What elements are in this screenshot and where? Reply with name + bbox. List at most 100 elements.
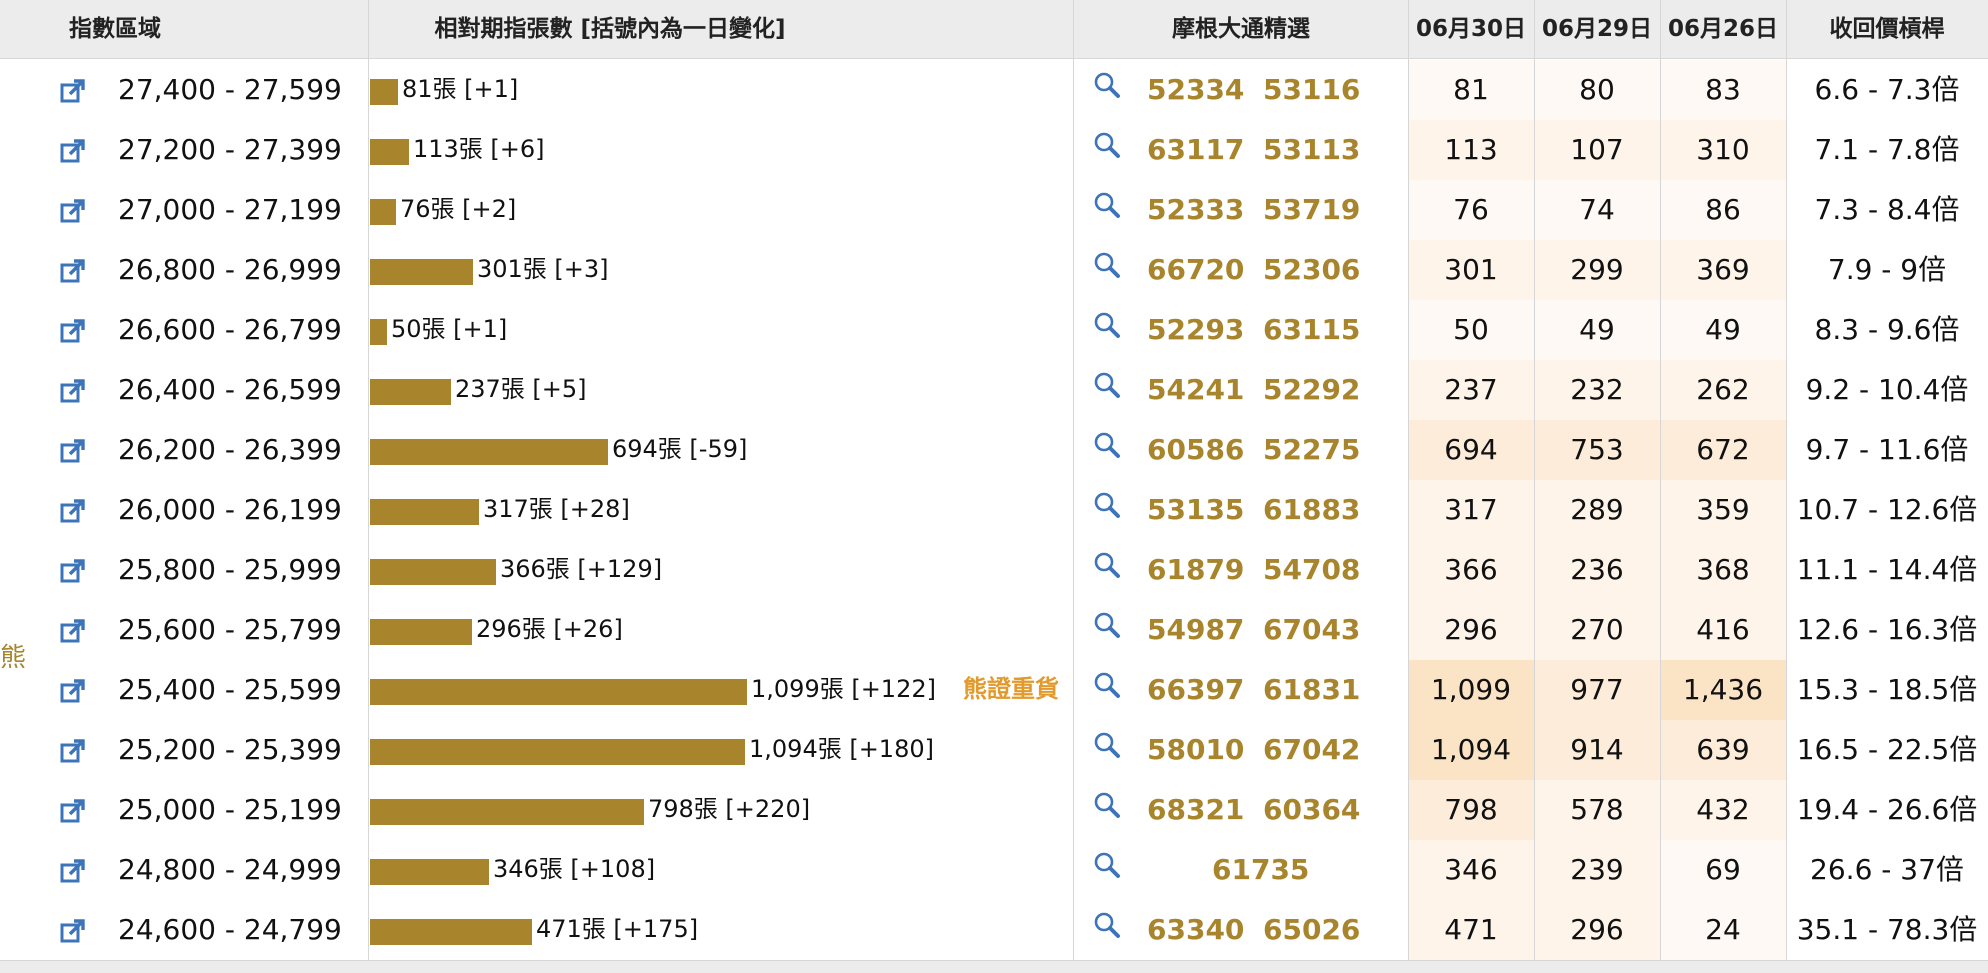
column-divider xyxy=(1408,0,1409,960)
cell-shade xyxy=(1660,360,1786,420)
search-icon[interactable] xyxy=(1091,670,1123,702)
search-icon[interactable] xyxy=(1091,790,1123,822)
contracts-bar xyxy=(370,79,398,105)
search-icon[interactable] xyxy=(1091,250,1123,282)
index-range: 27,200 - 27,399 xyxy=(118,133,342,166)
warrant-code-link[interactable]: 52333 xyxy=(1147,193,1245,226)
contracts-bar xyxy=(370,799,644,825)
search-icon[interactable] xyxy=(1091,730,1123,762)
index-range: 25,000 - 25,199 xyxy=(118,793,342,826)
warrant-code-link[interactable]: 52292 xyxy=(1263,373,1361,406)
warrant-code-link[interactable]: 58010 xyxy=(1147,733,1245,766)
warrant-code-link[interactable]: 52334 xyxy=(1147,73,1245,106)
table-row: 26,200 - 26,399 694張 [-59] 60586 52275 694 75… xyxy=(0,420,1988,480)
external-link-icon[interactable] xyxy=(60,78,86,104)
date-count-3: 262 xyxy=(1696,373,1750,406)
external-link-icon[interactable] xyxy=(60,198,86,224)
leverage-range: 7.1 - 7.8倍 xyxy=(1814,133,1960,166)
date-count-3: 639 xyxy=(1696,733,1750,766)
search-icon[interactable] xyxy=(1091,610,1123,642)
external-link-icon[interactable] xyxy=(60,798,86,824)
search-icon[interactable] xyxy=(1091,490,1123,522)
contracts-bar xyxy=(370,199,396,225)
search-icon[interactable] xyxy=(1091,190,1123,222)
external-link-icon[interactable] xyxy=(60,438,86,464)
warrant-code-link[interactable]: 52306 xyxy=(1263,253,1361,286)
external-link-icon[interactable] xyxy=(60,498,86,524)
column-divider xyxy=(1786,0,1787,960)
warrant-code-link[interactable]: 61735 xyxy=(1212,853,1310,886)
cell-shade xyxy=(1660,420,1786,480)
cell-shade xyxy=(1660,480,1786,540)
search-icon[interactable] xyxy=(1091,70,1123,102)
warrant-code-link[interactable]: 63117 xyxy=(1147,133,1245,166)
search-icon[interactable] xyxy=(1091,550,1123,582)
search-icon[interactable] xyxy=(1091,370,1123,402)
external-link-icon[interactable] xyxy=(60,618,86,644)
warrant-code-link[interactable]: 66720 xyxy=(1147,253,1245,286)
warrant-code-link[interactable]: 53135 xyxy=(1147,493,1245,526)
cell-shade xyxy=(1408,240,1534,300)
cell-shade xyxy=(1660,540,1786,600)
contracts-bar xyxy=(370,379,451,405)
cell-shade xyxy=(1660,180,1786,240)
search-icon[interactable] xyxy=(1091,850,1123,882)
cell-shade xyxy=(1660,900,1786,960)
table-header: 指數區域 相對期指張數 [括號內為一日變化] 摩根大通精選 06月30日 06月… xyxy=(0,0,1988,59)
search-icon[interactable] xyxy=(1091,910,1123,942)
index-range: 27,000 - 27,199 xyxy=(118,193,342,226)
search-icon[interactable] xyxy=(1091,430,1123,462)
warrant-code-link[interactable]: 54708 xyxy=(1263,553,1361,586)
external-link-icon[interactable] xyxy=(60,918,86,944)
external-link-icon[interactable] xyxy=(60,318,86,344)
contracts-bar xyxy=(370,259,473,285)
warrant-code-link[interactable]: 60586 xyxy=(1147,433,1245,466)
date-count-3: 310 xyxy=(1696,133,1750,166)
warrant-code-link[interactable]: 61879 xyxy=(1147,553,1245,586)
date-count-3: 69 xyxy=(1705,853,1741,886)
warrant-code-link[interactable]: 52293 xyxy=(1147,313,1245,346)
leverage-range: 12.6 - 16.3倍 xyxy=(1796,613,1978,646)
cell-shade xyxy=(1534,720,1660,780)
cell-shade xyxy=(1408,840,1534,900)
external-link-icon[interactable] xyxy=(60,558,86,584)
leverage-range: 10.7 - 12.6倍 xyxy=(1796,493,1978,526)
contracts-bar xyxy=(370,919,532,945)
contracts-bar xyxy=(370,559,496,585)
warrant-code-link[interactable]: 60364 xyxy=(1263,793,1361,826)
external-link-icon[interactable] xyxy=(60,858,86,884)
external-link-icon[interactable] xyxy=(60,138,86,164)
warrant-code-link[interactable]: 63340 xyxy=(1147,913,1245,946)
external-link-icon[interactable] xyxy=(60,738,86,764)
warrant-code-link[interactable]: 61883 xyxy=(1263,493,1361,526)
warrant-code-link[interactable]: 67042 xyxy=(1263,733,1361,766)
contracts-bar xyxy=(370,139,409,165)
warrant-code-link[interactable]: 68321 xyxy=(1147,793,1245,826)
date-count-2: 753 xyxy=(1570,433,1624,466)
warrant-code-link[interactable]: 63115 xyxy=(1263,313,1361,346)
cell-shade xyxy=(1534,600,1660,660)
search-icon[interactable] xyxy=(1091,130,1123,162)
cell-shade xyxy=(1534,480,1660,540)
warrant-code-link[interactable]: 65026 xyxy=(1263,913,1361,946)
warrant-code-link[interactable]: 53116 xyxy=(1263,73,1361,106)
index-range: 26,000 - 26,199 xyxy=(118,493,342,526)
warrant-code-link[interactable]: 53113 xyxy=(1263,133,1361,166)
external-link-icon[interactable] xyxy=(60,378,86,404)
search-icon[interactable] xyxy=(1091,310,1123,342)
header-date-3: 06月26日 xyxy=(1667,16,1778,42)
warrant-code-link[interactable]: 67043 xyxy=(1263,613,1361,646)
table-row: 27,400 - 27,599 81張 [+1] 52334 53116 81 80 83 6… xyxy=(0,60,1988,120)
warrant-code-link[interactable]: 52275 xyxy=(1263,433,1361,466)
warrant-code-link[interactable]: 61831 xyxy=(1263,673,1361,706)
warrant-code-link[interactable]: 66397 xyxy=(1147,673,1245,706)
header-index-zone: 指數區域 xyxy=(69,16,161,42)
warrant-code-link[interactable]: 54241 xyxy=(1147,373,1245,406)
warrant-code-link[interactable]: 54987 xyxy=(1147,613,1245,646)
external-link-icon[interactable] xyxy=(60,678,86,704)
contracts-label: 50張 [+1] xyxy=(391,315,508,343)
external-link-icon[interactable] xyxy=(60,258,86,284)
date-count-2: 74 xyxy=(1579,193,1615,226)
warrant-code-link[interactable]: 53719 xyxy=(1263,193,1361,226)
header-date-2: 06月29日 xyxy=(1541,16,1652,42)
